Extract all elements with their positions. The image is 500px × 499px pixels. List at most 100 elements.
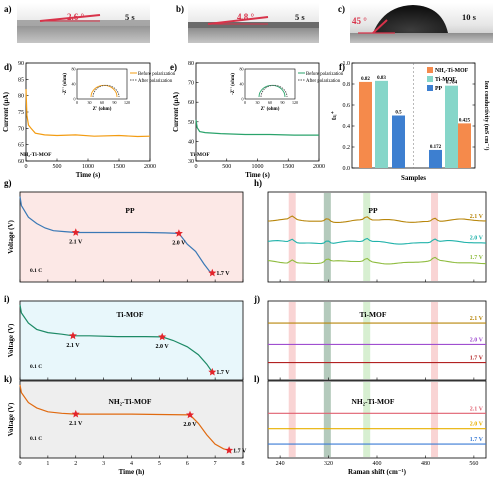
star-label: 1.7 V <box>216 370 230 376</box>
bar <box>445 85 458 168</box>
x-tick-label: 400 <box>373 461 382 467</box>
title-l: NH₂-Ti-MOF <box>352 397 395 406</box>
x-tick-label: 1 <box>46 461 49 467</box>
star-label: 1.7 V <box>216 271 230 277</box>
highlight-band <box>288 382 296 457</box>
panel-label-h: h) <box>254 178 262 188</box>
legend-swatch <box>427 76 433 82</box>
current-series-line <box>195 119 319 136</box>
x-tick-label: 4 <box>130 461 133 467</box>
x-tick-label: 320 <box>324 461 333 467</box>
star-label: 2.1 V <box>69 421 83 427</box>
plot-frame <box>19 380 244 459</box>
x-tick-label: 7 <box>214 461 217 467</box>
tag-d: NH₂-Ti-MOF <box>20 152 52 158</box>
bar-value-label: 0.5 <box>395 111 402 116</box>
highlight-band <box>363 302 371 379</box>
x-axis-title: Samples <box>401 174 426 182</box>
highlight-band <box>363 193 371 281</box>
inset-x-tick-label: 60 <box>268 100 272 105</box>
marker-star <box>174 229 183 237</box>
legend-after-label: After polarization <box>306 79 341 84</box>
marker-star <box>208 367 217 376</box>
panel-label-b: b) <box>176 4 184 14</box>
spectrum-label: 2.1 V <box>470 406 484 412</box>
bar-value-label: 0.425 <box>459 118 471 123</box>
star-label: 2.0 V <box>183 422 197 428</box>
y-tick-label: 75 <box>18 110 24 116</box>
spectrum-label: 2.0 V <box>470 337 484 343</box>
y-tick-label: 0.2 <box>343 145 351 151</box>
y-tick-label: 50 <box>188 120 194 126</box>
x-tick-label: 1000 <box>252 164 264 170</box>
legend-label: NH₂-Ti-MOF <box>435 68 469 74</box>
panel-label-e: e) <box>170 62 177 72</box>
panel-label-l: l) <box>254 374 260 384</box>
tag-e: Ti-MOF <box>190 152 210 158</box>
highlight-band <box>323 302 331 379</box>
panel-label-j: j) <box>253 294 260 304</box>
legend-before-label: Before polarization <box>138 72 176 77</box>
y2-axis-title: Ion conductivity (mS cm⁻¹) <box>483 81 490 151</box>
x-tick-label: 3 <box>102 461 105 467</box>
y-tick-label: 90 <box>18 61 24 67</box>
inset-y-tick-label: 40 <box>240 82 244 87</box>
x-tick-label: 1500 <box>282 164 294 170</box>
panel-label-f: f) <box>339 62 345 72</box>
bar <box>375 80 388 168</box>
y-tick-label: 85 <box>18 77 24 83</box>
time-b: 5 s <box>295 12 305 22</box>
chart-k: 0 1 2 3 4 5 6 7 8 Time (h) Voltage (V) 2.1 V 2.0 V 1.… <box>7 380 247 476</box>
y-tick-label: 70 <box>188 81 194 87</box>
y-tick-label: 60 <box>18 159 24 165</box>
y-tick-label: 1.0 <box>343 61 351 67</box>
x-tick-label: 1500 <box>113 164 125 170</box>
inset-y-title: -Z'' (ohm) <box>63 73 68 95</box>
angle-c: 45 ° <box>352 16 367 26</box>
angle-b: 4.8 ° <box>237 12 255 22</box>
inset-x-tick-label: 30 <box>256 100 260 105</box>
x-tick-label: 560 <box>469 461 478 467</box>
highlight-band <box>363 382 371 457</box>
x-axis-title: Time (s) <box>245 171 270 179</box>
voltage-curve <box>19 304 213 373</box>
y-axis-title: Voltage (V) <box>7 323 15 357</box>
legend-swatch <box>427 67 433 73</box>
marker-star <box>71 228 80 236</box>
chart-g: Voltage (V) 2.1 V 2.0 V 1.7 V <box>7 191 244 283</box>
x-tick-label: 2000 <box>144 164 156 170</box>
inset-x-tick-label: 120 <box>124 100 130 105</box>
chart-e: 0 500 1000 1500 2000 30 40 50 60 70 80 Time (s) Curr… <box>172 61 344 179</box>
highlight-band <box>288 302 296 379</box>
title-g: PP <box>125 206 135 215</box>
x-tick-label: 500 <box>222 164 231 170</box>
chart-i: Voltage (V) 2.1 V 2.0 V 1.7 V <box>7 300 244 381</box>
x-tick-label: 500 <box>53 164 62 170</box>
time-a: 5 s <box>125 12 135 22</box>
photo-b <box>188 3 319 43</box>
highlight-band <box>431 193 439 281</box>
x-tick-label: 480 <box>421 461 430 467</box>
y-tick-label: 40 <box>188 139 194 145</box>
inset-y-tick-label: 40 <box>72 82 76 87</box>
legend-before-label: Before polarization <box>306 72 344 77</box>
panel-label-k: k) <box>4 374 12 384</box>
y-tick-label: 0.0 <box>343 166 351 172</box>
x-axis-title: Time (h) <box>119 468 145 476</box>
marker-star <box>69 331 77 340</box>
voltage-curve <box>19 384 230 451</box>
y-tick-label: 30 <box>188 159 194 165</box>
marker-star <box>208 268 217 277</box>
spectrum-label: 1.7 V <box>470 437 484 443</box>
inset-x-tick-label: 0 <box>244 100 246 105</box>
inset-frame <box>244 68 296 100</box>
title-i: Ti-MOF <box>117 310 144 319</box>
x-axis-title: Time (s) <box>76 171 101 179</box>
current-series-line <box>25 89 151 138</box>
x-tick-label: 0 <box>19 461 22 467</box>
inset-y-tick-label: 0 <box>242 97 244 102</box>
inset-before-arc <box>90 84 118 98</box>
marker-star <box>71 409 80 418</box>
note-k: 0.1 C <box>30 436 42 442</box>
